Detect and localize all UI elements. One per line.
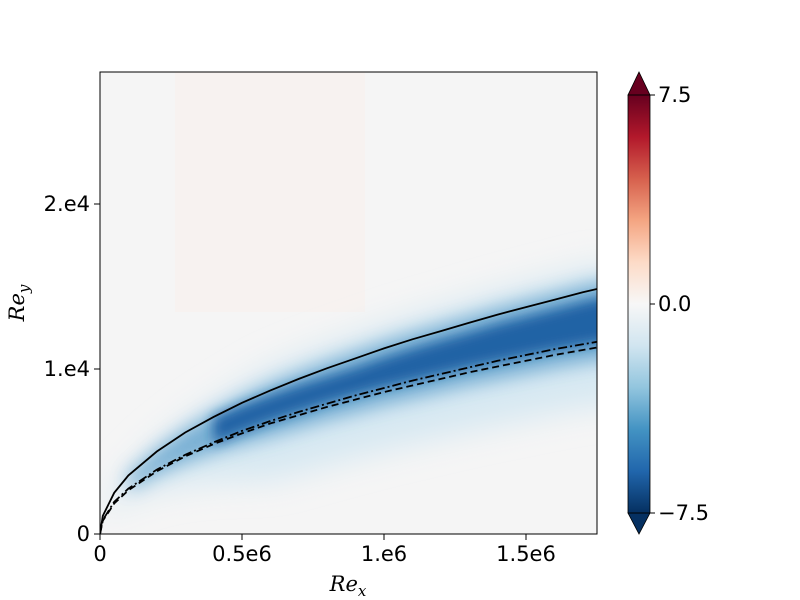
colorbar-tick-label: −7.5 xyxy=(658,501,709,525)
colorbar-body xyxy=(628,95,650,513)
colorbar: 7.5 0.0 −7.5 xyxy=(627,71,709,535)
x-tick-label: 1.e6 xyxy=(361,542,407,566)
contour-line-solid xyxy=(100,288,597,534)
x-axis: 0 0.5e6 1.e6 1.5e6 xyxy=(93,534,556,566)
y-tick-label: 2.e4 xyxy=(44,192,90,216)
x-tick-label: 0 xyxy=(93,542,106,566)
y-axis-label: Rey xyxy=(5,284,33,322)
colorbar-extend-max xyxy=(627,71,651,96)
heatmap-field xyxy=(100,72,597,534)
y-axis: 0 1.e4 2.e4 xyxy=(44,192,100,546)
x-tick-label: 0.5e6 xyxy=(212,542,272,566)
x-axis-label: Rex xyxy=(329,572,367,600)
contour-line-dashdot xyxy=(100,340,597,534)
plot-frame xyxy=(99,71,598,535)
field-core xyxy=(213,298,597,444)
x-axis-label-subscript: x xyxy=(358,582,367,600)
colorbar-ticks: 7.5 0.0 −7.5 xyxy=(650,83,709,525)
y-axis-label-subscript: y xyxy=(15,284,33,294)
field-faint-positive xyxy=(175,72,365,312)
x-tick-label: 1.5e6 xyxy=(496,542,556,566)
y-tick-label: 0 xyxy=(77,522,90,546)
y-tick-label: 1.e4 xyxy=(44,357,90,381)
colorbar-tick-label: 0.0 xyxy=(658,292,691,316)
contour-line-dashed xyxy=(100,346,597,534)
colorbar-extend-min xyxy=(627,512,651,535)
colorbar-tick-label: 7.5 xyxy=(658,83,691,107)
contour-lines xyxy=(100,288,597,534)
